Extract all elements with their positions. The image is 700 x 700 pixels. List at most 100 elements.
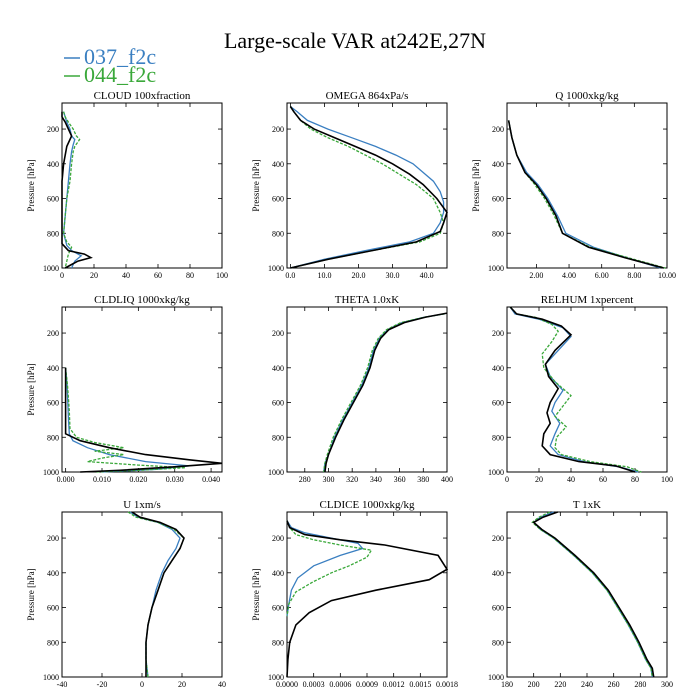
- panel-2: Q 1000xkg/kg 200 400 600 800 1000 2.00 4.00 6.00…: [471, 90, 676, 280]
- x-tick-label: 260: [608, 680, 620, 689]
- x-tick-label: 0.010: [93, 475, 111, 484]
- x-tick-label: 4.00: [562, 271, 576, 280]
- y-tick-label: 800: [47, 229, 59, 238]
- x-tick-label: 400: [441, 475, 453, 484]
- x-tick-label: 10.00: [658, 271, 676, 280]
- x-tick-label: 40: [218, 680, 226, 689]
- y-tick-label: 400: [47, 160, 59, 169]
- y-tick-label: 1000: [268, 673, 284, 682]
- x-tick-label: 280: [634, 680, 646, 689]
- y-tick-label: 200: [492, 329, 504, 338]
- y-tick-label: 1000: [488, 264, 504, 273]
- x-tick-label: 30.0: [386, 271, 400, 280]
- y-tick-label: 200: [47, 534, 59, 543]
- y-tick-label: 400: [492, 569, 504, 578]
- y-tick-label: 800: [492, 433, 504, 442]
- x-tick-label: 10.0: [317, 271, 331, 280]
- y-tick-label: 1000: [268, 264, 284, 273]
- x-tick-label: 0.000: [57, 475, 75, 484]
- y-tick-label: 800: [47, 638, 59, 647]
- y-tick-label: 400: [492, 364, 504, 373]
- y-tick-label: 800: [272, 229, 284, 238]
- plot-frame: [61, 306, 223, 473]
- x-tick-label: 100: [661, 475, 673, 484]
- y-tick-label: 1000: [43, 673, 59, 682]
- y-tick-label: 200: [47, 329, 59, 338]
- x-tick-label: 0.040: [202, 475, 220, 484]
- y-axis-label: Pressure [hPa]: [251, 568, 261, 620]
- x-tick-label: 40: [567, 475, 575, 484]
- series-line-044_f2c: [509, 306, 642, 473]
- x-tick-label: 80: [186, 271, 194, 280]
- x-tick-label: 20: [178, 680, 186, 689]
- y-axis-label: Pressure [hPa]: [26, 568, 36, 620]
- x-tick-label: 240: [581, 680, 593, 689]
- x-tick-label: 0.0009: [356, 680, 378, 689]
- y-tick-label: 400: [272, 364, 284, 373]
- series-line-044_f2c: [62, 111, 81, 269]
- x-tick-label: 40: [122, 271, 130, 280]
- x-tick-label: 60: [599, 475, 607, 484]
- panel-title: RELHUM 1xpercent: [541, 294, 634, 306]
- series-line-obs: [507, 120, 664, 269]
- panel-4: THETA 1.0xK 200 400 600 800 1000 280 300 320 340 3…: [268, 294, 453, 484]
- y-tick-label: 600: [492, 604, 504, 613]
- plot-frame: [286, 102, 448, 269]
- y-tick-label: 600: [492, 195, 504, 204]
- y-axis-label: Pressure [hPa]: [471, 159, 481, 211]
- y-tick-label: 200: [272, 125, 284, 134]
- panel-title: THETA 1.0xK: [335, 294, 400, 306]
- plot-frame: [286, 511, 448, 678]
- x-tick-label: 40.0: [420, 271, 434, 280]
- series-line-037_f2c: [290, 105, 445, 269]
- series-line-037_f2c: [323, 313, 445, 473]
- series-line-044_f2c: [323, 313, 445, 473]
- y-tick-label: 200: [492, 125, 504, 134]
- figure-title: Large-scale VAR at242E,27N: [224, 28, 486, 53]
- x-tick-label: 320: [346, 475, 358, 484]
- y-tick-label: 800: [272, 433, 284, 442]
- x-tick-label: 2.00: [529, 271, 543, 280]
- x-tick-label: 6.00: [595, 271, 609, 280]
- series-line-037_f2c: [64, 367, 190, 473]
- series-line-obs: [532, 511, 655, 678]
- plot-frame: [506, 306, 668, 473]
- series-line-obs: [509, 306, 636, 473]
- x-tick-label: 20.0: [351, 271, 365, 280]
- y-tick-label: 400: [47, 364, 59, 373]
- legend-label-037_f2c: 037_f2c: [84, 44, 156, 69]
- x-tick-label: 0.0: [285, 271, 295, 280]
- y-tick-label: 800: [47, 433, 59, 442]
- x-tick-label: 20: [535, 475, 543, 484]
- y-tick-label: 600: [272, 195, 284, 204]
- panel-6: U 1xm/s 200 400 600 800 1000-40 -20 0 20 40 Pressu…: [26, 499, 226, 689]
- x-tick-label: 0.020: [129, 475, 147, 484]
- series-line-obs: [131, 511, 185, 677]
- x-tick-label: 0.0015: [409, 680, 431, 689]
- x-tick-label: 380: [417, 475, 429, 484]
- x-tick-label: 0.0003: [303, 680, 325, 689]
- series-line-037_f2c: [129, 511, 181, 678]
- series-line-obs: [64, 367, 223, 473]
- x-tick-label: 280: [299, 475, 311, 484]
- y-tick-label: 200: [272, 534, 284, 543]
- y-tick-label: 1000: [488, 673, 504, 682]
- panel-title: OMEGA 864xPa/s: [326, 90, 409, 102]
- y-tick-label: 1000: [488, 468, 504, 477]
- y-axis-label: Pressure [hPa]: [251, 159, 261, 211]
- series-line-obs: [286, 520, 449, 678]
- plot-frame: [61, 511, 223, 678]
- y-tick-label: 600: [47, 195, 59, 204]
- x-tick-label: 0.0000: [276, 680, 298, 689]
- panel-title: CLDLIQ 1000xkg/kg: [94, 294, 190, 306]
- series-line-037_f2c: [509, 306, 639, 473]
- series-line-obs: [61, 111, 93, 269]
- y-tick-label: 1000: [43, 264, 59, 273]
- series-line-obs: [289, 106, 448, 269]
- y-tick-label: 800: [272, 638, 284, 647]
